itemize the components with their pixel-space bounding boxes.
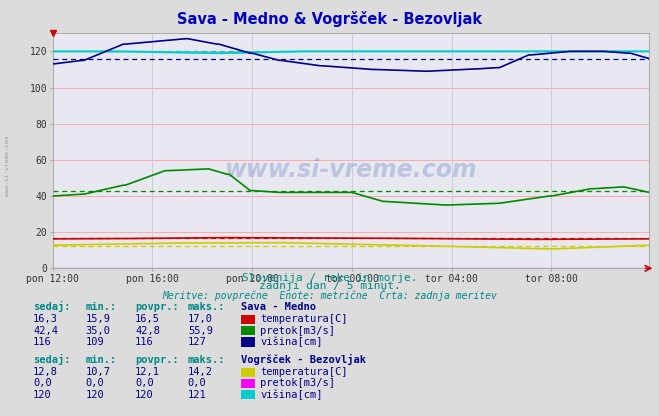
Text: 17,0: 17,0: [188, 314, 213, 324]
Text: Meritve: povprečne  Enote: metrične  Črta: zadnja meritev: Meritve: povprečne Enote: metrične Črta:…: [162, 289, 497, 300]
Text: višina[cm]: višina[cm]: [260, 389, 323, 400]
Text: 35,0: 35,0: [86, 326, 111, 336]
Text: min.:: min.:: [86, 355, 117, 365]
Text: 14,2: 14,2: [188, 367, 213, 377]
Text: 116: 116: [33, 337, 51, 347]
Text: pretok[m3/s]: pretok[m3/s]: [260, 326, 335, 336]
Text: Sava - Medno & Vogršček - Bezovljak: Sava - Medno & Vogršček - Bezovljak: [177, 11, 482, 27]
Text: maks.:: maks.:: [188, 302, 225, 312]
Text: 42,4: 42,4: [33, 326, 58, 336]
Text: 12,8: 12,8: [33, 367, 58, 377]
Text: 120: 120: [33, 390, 51, 400]
Text: Vogršček - Bezovljak: Vogršček - Bezovljak: [241, 354, 366, 365]
Text: 12,1: 12,1: [135, 367, 160, 377]
Text: www.si-vreme.com: www.si-vreme.com: [225, 158, 477, 182]
Text: 0,0: 0,0: [135, 379, 154, 389]
Text: 120: 120: [86, 390, 104, 400]
Text: 55,9: 55,9: [188, 326, 213, 336]
Text: min.:: min.:: [86, 302, 117, 312]
Text: 0,0: 0,0: [33, 379, 51, 389]
Text: temperatura[C]: temperatura[C]: [260, 367, 348, 377]
Text: maks.:: maks.:: [188, 355, 225, 365]
Text: 121: 121: [188, 390, 206, 400]
Text: 109: 109: [86, 337, 104, 347]
Text: 127: 127: [188, 337, 206, 347]
Text: 0,0: 0,0: [188, 379, 206, 389]
Text: povpr.:: povpr.:: [135, 302, 179, 312]
Text: 42,8: 42,8: [135, 326, 160, 336]
Text: povpr.:: povpr.:: [135, 355, 179, 365]
Text: pretok[m3/s]: pretok[m3/s]: [260, 379, 335, 389]
Text: višina[cm]: višina[cm]: [260, 337, 323, 347]
Text: 10,7: 10,7: [86, 367, 111, 377]
Text: 120: 120: [135, 390, 154, 400]
Text: 116: 116: [135, 337, 154, 347]
Text: 16,3: 16,3: [33, 314, 58, 324]
Text: 0,0: 0,0: [86, 379, 104, 389]
Text: sedaj:: sedaj:: [33, 301, 71, 312]
Text: temperatura[C]: temperatura[C]: [260, 314, 348, 324]
Text: zadnji dan / 5 minut.: zadnji dan / 5 minut.: [258, 281, 401, 291]
Text: www.si-vreme.com: www.si-vreme.com: [5, 136, 11, 196]
Text: 16,5: 16,5: [135, 314, 160, 324]
Text: sedaj:: sedaj:: [33, 354, 71, 365]
Text: Slovenija / reke in morje.: Slovenija / reke in morje.: [242, 273, 417, 283]
Text: Sava - Medno: Sava - Medno: [241, 302, 316, 312]
Text: 15,9: 15,9: [86, 314, 111, 324]
